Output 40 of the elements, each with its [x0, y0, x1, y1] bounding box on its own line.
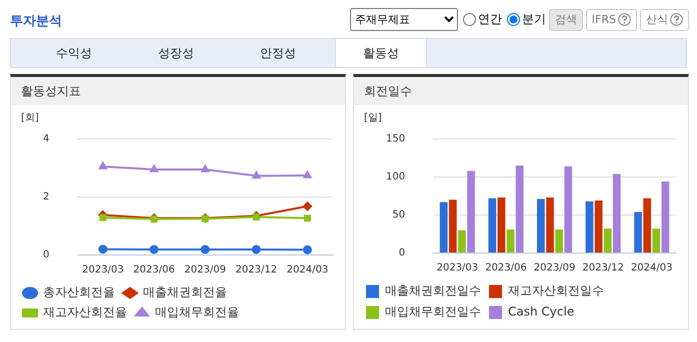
legend-label: 매입채무회전일수: [385, 304, 481, 319]
chart-title: 활동성지표: [11, 77, 345, 105]
text: IFRS: [586, 8, 637, 30]
legend-label: 재고자산회전일수: [508, 284, 604, 298]
x-tick-label: 2023/12: [582, 262, 624, 274]
x-tick-label: 2023/06: [485, 262, 527, 274]
text: 검색: [548, 8, 583, 30]
y-tick-label: 100: [386, 172, 406, 183]
text: 분기: [520, 11, 546, 28]
x-tick-label: 2024/03: [286, 264, 328, 276]
x-tick-label: 2023/12: [236, 264, 278, 276]
chart-title: 회전일수: [354, 77, 688, 105]
text: 주재무제표: [350, 8, 458, 31]
legend-label: 재고자산회전율: [43, 305, 127, 320]
y-tick-label: 0: [398, 248, 406, 259]
legend-label: 매출채권회전율: [143, 285, 227, 300]
y-tick-label: 4: [42, 134, 50, 145]
y-tick-label: 2: [42, 192, 50, 203]
text: 활동성: [335, 39, 427, 67]
y-axis-title: [일]: [364, 112, 382, 124]
text: 안정성: [259, 45, 297, 62]
legend-label: 매입채무회전율: [155, 305, 239, 320]
x-tick-label: 2023/09: [534, 262, 576, 274]
x-tick-label: 2023/06: [133, 264, 175, 276]
text: 성장성: [157, 45, 195, 62]
legend-label: 총자산회전율: [43, 285, 115, 300]
y-axis-title: [회]: [21, 112, 39, 124]
text: 산식: [640, 8, 689, 30]
x-tick-label: 2023/03: [82, 264, 124, 276]
y-tick-label: 50: [392, 210, 406, 221]
x-tick-label: 2023/09: [184, 264, 226, 276]
y-tick-label: 150: [386, 134, 406, 145]
legend-label: Cash Cycle: [508, 304, 574, 319]
legend-label: 매출채권회전일수: [385, 284, 481, 298]
text: 연간: [476, 11, 502, 28]
text: 수익성: [55, 45, 93, 62]
x-tick-label: 2024/03: [630, 262, 672, 274]
text: 투자분석: [10, 13, 62, 30]
y-tick-label: 0: [42, 250, 50, 261]
x-tick-label: 2023/03: [436, 262, 478, 274]
